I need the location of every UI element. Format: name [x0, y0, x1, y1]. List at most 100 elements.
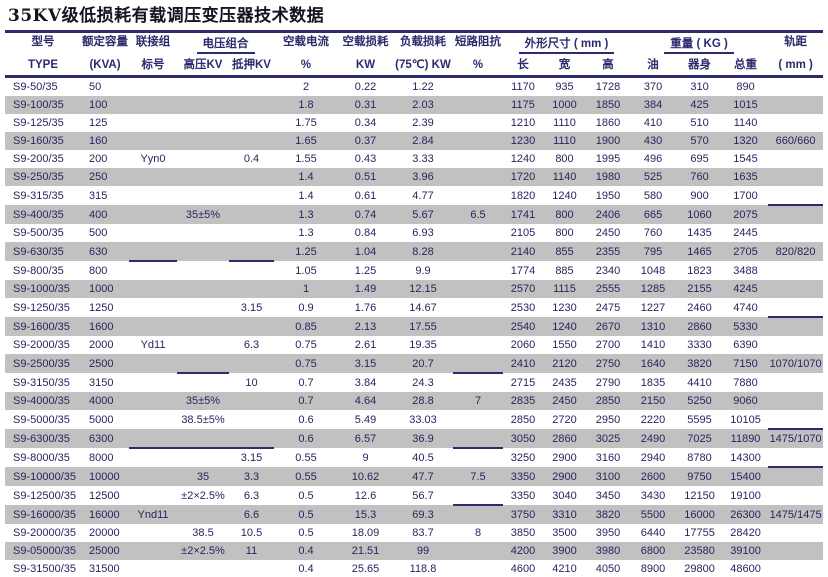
cell-kva: 31500	[89, 563, 120, 575]
cell-len: 2570	[510, 283, 536, 295]
cell-hgt: 3820	[595, 508, 621, 521]
cell-lv	[229, 261, 274, 280]
cell-len: 2540	[510, 320, 536, 333]
cell-len: 3750	[510, 508, 536, 521]
cell-impedance	[453, 505, 503, 524]
cell-kva: 5000	[89, 413, 114, 426]
cell-body: 2860	[687, 320, 712, 333]
cell-noload_kw: 0.74	[354, 208, 377, 221]
cell-gauge	[768, 542, 823, 560]
cell-type: S9-2000/35	[13, 339, 70, 351]
cell-noload_kw: 0.51	[354, 171, 377, 183]
cell-hgt: 3025	[595, 432, 621, 445]
cell-kva: 6300	[89, 432, 114, 445]
table-row: S9-125/35 125 1.75 0.34 2.39 1210 1110 1860 410 5…	[5, 114, 823, 132]
cell-group	[129, 429, 177, 449]
impedance-unit: %	[472, 59, 484, 71]
cell-current: 1.05	[295, 264, 317, 277]
cell-wid: 3900	[552, 545, 577, 557]
cell-type: S9-2500/35	[13, 357, 70, 370]
cell-group	[129, 114, 177, 132]
cell-gauge	[768, 373, 823, 392]
cell-total: 9060	[733, 395, 758, 407]
cell-impedance	[453, 186, 503, 205]
cell-total: 10105	[730, 413, 761, 426]
cell-noload_kw: 0.22	[354, 81, 377, 93]
cell-lv	[229, 96, 274, 114]
cell-impedance	[453, 242, 503, 261]
cell-current: 0.5	[298, 527, 314, 539]
table-row: S9-1000/35 1000 1 1.49 12.15 2570 1115 2555 1285…	[5, 280, 824, 298]
cell-body: 9750	[687, 470, 712, 483]
cell-group	[129, 168, 177, 186]
cell-hv	[177, 261, 229, 280]
cell-load_kw: 99	[416, 545, 430, 557]
cell-body: 2460	[687, 301, 712, 314]
cell-load_kw: 47.7	[412, 470, 434, 483]
cell-impedance	[453, 77, 503, 97]
dimensions-label: 外形尺寸 ( mm )	[518, 35, 615, 54]
cell-gauge	[768, 524, 823, 542]
cell-wid: 2720	[552, 413, 577, 426]
cell-hgt: 3450	[595, 489, 621, 502]
cell-current: 1.8	[298, 99, 314, 111]
cell-gauge	[768, 336, 823, 354]
cell-oil: 1640	[640, 357, 666, 370]
cell-gauge	[768, 96, 823, 114]
col-header-noload-loss: 空载损耗 KW	[338, 32, 393, 77]
cell-oil: 410	[643, 117, 663, 129]
cell-oil: 384	[643, 99, 663, 111]
cell-oil: 1835	[640, 376, 666, 389]
cell-kva: 1600	[89, 320, 114, 333]
cell-load_kw: 1.22	[412, 81, 434, 93]
cell-oil: 2490	[640, 432, 666, 445]
cell-group	[129, 132, 177, 150]
cell-type: S9-400/35	[13, 208, 64, 221]
cell-group	[129, 242, 177, 262]
cell-body: 5250	[687, 395, 712, 407]
cell-oil: 1227	[640, 301, 666, 314]
cell-hv	[177, 242, 229, 261]
cell-wid: 4210	[552, 563, 577, 575]
cell-gauge	[768, 205, 823, 224]
cell-load_kw: 5.67	[412, 208, 434, 221]
cell-hgt: 2355	[595, 245, 621, 258]
cell-group	[129, 560, 177, 577]
col-header-w-total: 总重	[734, 59, 758, 71]
cell-lv	[229, 168, 274, 186]
cell-type: S9-6300/35	[13, 432, 70, 445]
cell-noload_kw: 5.49	[354, 413, 377, 426]
cell-wid: 2900	[552, 470, 577, 483]
cell-wid: 885	[555, 264, 574, 277]
cell-noload_kw: 0.31	[354, 99, 377, 111]
cell-group: Yd11	[140, 339, 166, 351]
cell-load_kw: 3.33	[412, 153, 434, 165]
cell-len: 4600	[510, 563, 536, 575]
cell-type: S9-630/35	[13, 245, 64, 258]
cell-oil: 580	[643, 189, 663, 202]
cell-wid: 1110	[553, 135, 576, 147]
cell-hv: 38.5±5%	[181, 413, 225, 426]
cell-len: 1741	[510, 208, 536, 221]
cell-gauge: 1070/1070	[769, 357, 822, 370]
cell-load_kw: 33.03	[409, 413, 437, 426]
cell-total: 14300	[730, 451, 761, 464]
cell-noload_kw: 18.09	[351, 527, 380, 539]
col-header-dim-w: 宽	[558, 59, 571, 71]
cell-oil: 525	[643, 171, 663, 183]
cell-impedance	[453, 150, 503, 168]
cell-oil: 760	[643, 227, 663, 239]
table-row: S9-20000/35 20000 38.5 10.5 0.5 18.09 83.7 8 385…	[5, 524, 823, 542]
cell-group	[129, 410, 177, 429]
cell-len: 3850	[510, 527, 536, 539]
cell-current: 0.85	[295, 320, 317, 333]
cell-current: 1.4	[298, 171, 314, 183]
cell-wid: 1550	[552, 339, 577, 351]
cell-hgt: 4050	[595, 563, 621, 575]
col-header-w-oil: 油	[647, 59, 659, 71]
table-row: S9-50/35 50 2 0.22 1.22 1170 935 1728 370 310 890	[5, 77, 823, 97]
cell-kva: 2000	[89, 339, 114, 351]
cell-group	[129, 96, 177, 114]
cell-oil: 2940	[640, 451, 666, 464]
cell-wid: 1000	[552, 99, 577, 111]
